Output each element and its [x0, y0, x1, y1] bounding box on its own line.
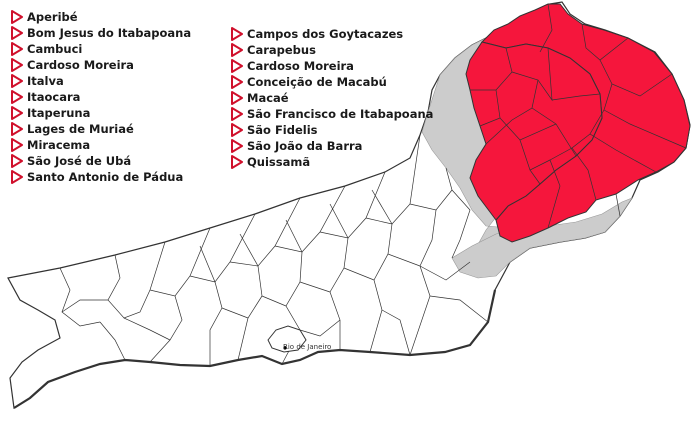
municipality-label: Itaperuna: [27, 106, 91, 120]
highlight-inner-region: [465, 41, 603, 221]
triangle-right-icon: [231, 155, 243, 169]
coastline: [13, 289, 497, 409]
municipality-item[interactable]: São João da Barra: [230, 138, 433, 154]
municipality-label: Bom Jesus do Itabapoana: [27, 26, 192, 40]
triangle-right-icon: [11, 58, 23, 72]
municipality-label: Carapebus: [247, 43, 316, 57]
municipality-item[interactable]: Cambuci: [10, 41, 191, 57]
municipality-label: Santo Antonio de Pádua: [27, 170, 184, 184]
municipality-label: São João da Barra: [247, 139, 363, 153]
triangle-right-icon: [231, 107, 243, 121]
municipality-item[interactable]: São José de Ubá: [10, 153, 191, 169]
municipality-item[interactable]: Bom Jesus do Itabapoana: [10, 25, 191, 41]
municipality-item[interactable]: Conceição de Macabú: [230, 74, 433, 90]
triangle-right-icon: [11, 26, 23, 40]
municipality-item[interactable]: Campos dos Goytacazes: [230, 26, 433, 42]
municipality-item[interactable]: Italva: [10, 73, 191, 89]
municipality-label: São Fidelis: [247, 123, 318, 137]
rio-de-janeiro-label: Rio de Janeiro: [283, 343, 332, 351]
municipality-label: Italva: [27, 74, 64, 88]
triangle-right-icon: [231, 59, 243, 73]
triangle-right-icon: [231, 27, 243, 41]
municipality-item[interactable]: Santo Antonio de Pádua: [10, 169, 191, 185]
municipality-item[interactable]: Macaé: [230, 90, 433, 106]
triangle-right-icon: [231, 75, 243, 89]
municipality-label: São Francisco de Itabapoana: [247, 107, 434, 121]
triangle-right-icon: [231, 139, 243, 153]
municipality-item[interactable]: Carapebus: [230, 42, 433, 58]
municipality-item[interactable]: Cardoso Moreira: [10, 57, 191, 73]
triangle-right-icon: [231, 43, 243, 57]
municipality-label: Cardoso Moreira: [27, 58, 134, 72]
municipality-label: Aperibé: [27, 10, 78, 24]
municipal-borders: [59, 134, 489, 366]
municipality-item[interactable]: Itaocara: [10, 89, 191, 105]
municipality-item[interactable]: Miracema: [10, 137, 191, 153]
municipality-list-left: Aperibé Bom Jesus do Itabapoana Cambuci Car…: [10, 9, 191, 185]
municipality-label: Cardoso Moreira: [247, 59, 354, 73]
triangle-right-icon: [11, 154, 23, 168]
municipality-label: Lages de Muriaé: [27, 122, 134, 136]
municipality-label: Cambuci: [27, 42, 83, 56]
municipality-item[interactable]: Aperibé: [10, 9, 191, 25]
triangle-right-icon: [11, 106, 23, 120]
triangle-right-icon: [11, 122, 23, 136]
municipality-label: Quissamã: [247, 155, 311, 169]
municipality-label: Conceição de Macabú: [247, 75, 387, 89]
municipality-item[interactable]: Quissamã: [230, 154, 433, 170]
highlight-borders: [470, 3, 687, 229]
municipality-label: Itaocara: [27, 90, 81, 104]
triangle-right-icon: [231, 91, 243, 105]
municipality-label: Macaé: [247, 91, 289, 105]
guanabara-bay: [267, 325, 307, 353]
municipality-item[interactable]: São Francisco de Itabapoana: [230, 106, 433, 122]
municipality-label: Campos dos Goytacazes: [247, 27, 404, 41]
municipality-list-right: Campos dos Goytacazes Carapebus Cardoso Mo…: [230, 26, 433, 170]
triangle-right-icon: [11, 90, 23, 104]
triangle-right-icon: [11, 42, 23, 56]
triangle-right-icon: [11, 138, 23, 152]
triangle-right-icon: [11, 170, 23, 184]
municipality-label: Miracema: [27, 138, 91, 152]
triangle-right-icon: [11, 74, 23, 88]
municipality-item[interactable]: São Fidelis: [230, 122, 433, 138]
municipality-item[interactable]: Lages de Muriaé: [10, 121, 191, 137]
municipality-label: São José de Ubá: [27, 154, 132, 168]
triangle-right-icon: [231, 123, 243, 137]
municipality-item[interactable]: Itaperuna: [10, 105, 191, 121]
triangle-right-icon: [11, 10, 23, 24]
rio-de-janeiro-marker: [283, 346, 287, 350]
municipality-item[interactable]: Cardoso Moreira: [230, 58, 433, 74]
